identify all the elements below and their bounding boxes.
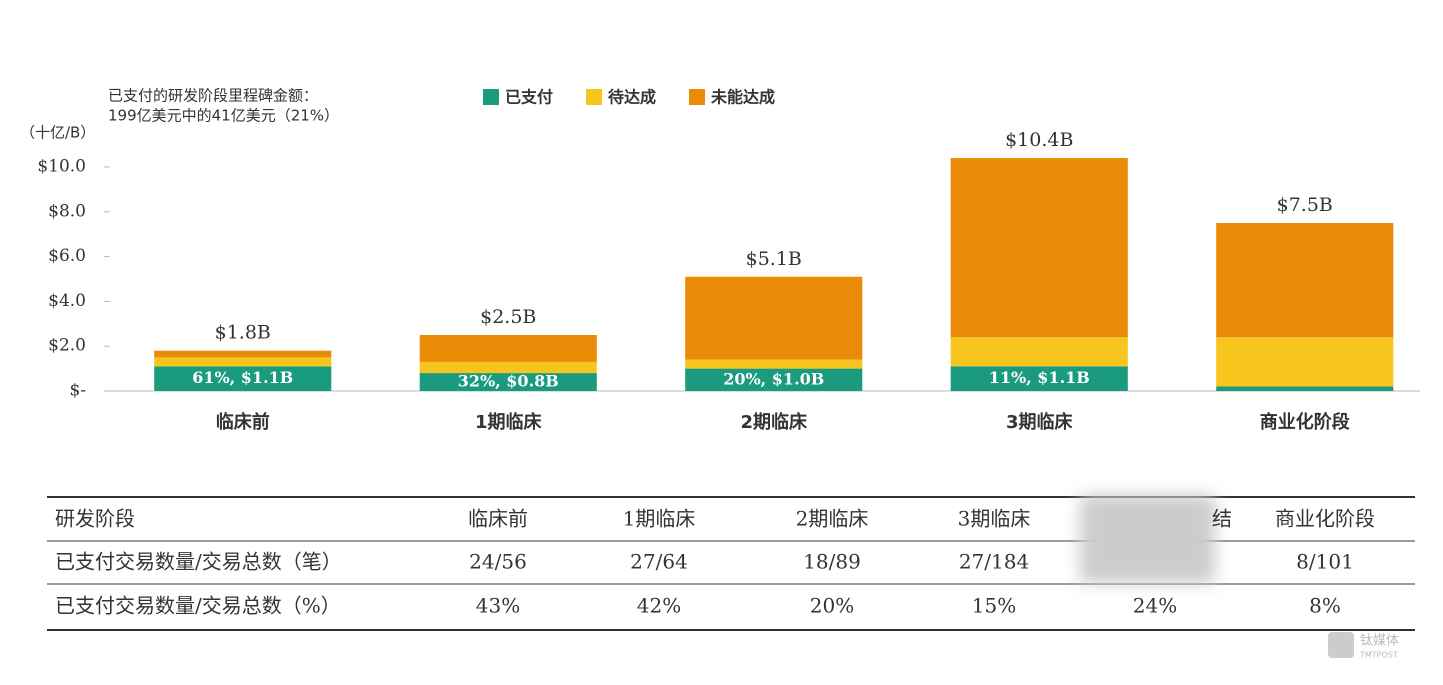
table-cell: 27/184 [959,550,1029,574]
total-label: $5.1B [746,248,802,270]
legend-label: 待达成 [608,88,656,107]
bar-segment [685,368,863,391]
table-cell: 已支付交易数量/交易总数（%） [55,594,341,618]
x-tick-label: 临床前 [216,411,270,433]
bar-segment [685,276,863,360]
watermark: 钛媒体 [1360,634,1399,649]
table-cell: 结 [1212,507,1232,531]
watermark: TMTPOST [1359,651,1398,660]
total-label: $2.5B [480,306,536,328]
table-cell: 24/56 [469,550,527,574]
bar-segment [1216,386,1394,391]
table-cell: 27/64 [630,550,688,574]
bar-segment [950,337,1128,367]
table-cell: 2期临床 [796,507,869,531]
table-cell: 已支付交易数量/交易总数（笔） [55,550,342,574]
legend-label: 已支付 [505,88,553,107]
table-cell: 研发阶段 [55,507,135,531]
bar-segment [419,373,597,391]
data-label: 20%, $1.0B [723,369,824,388]
bar-segment [419,335,597,362]
data-label: 32%, $0.8B [458,372,559,391]
subtitle: 已支付的研发阶段里程碑金额： [108,87,318,105]
total-label: $10.4B [1005,129,1073,151]
table-cell: 8/101 [1296,550,1354,574]
table-cell: 20% [810,594,854,618]
total-label: $7.5B [1277,194,1333,216]
legend-label: 未能达成 [710,88,775,107]
legend-swatch [483,89,499,105]
bar-segment [1216,337,1394,387]
y-tick-label: $10.0 [37,157,86,177]
bar-segment [950,366,1128,391]
table-cell: 8% [1309,594,1341,618]
x-tick-label: 3期临床 [1006,411,1074,433]
legend-swatch [689,89,705,105]
table-cell: 42% [637,594,681,618]
table-cell: 1期临床 [623,507,696,531]
y-axis-label: （十亿/B） [20,124,95,142]
bar-segment [685,359,863,369]
table-cell: 3期临床 [958,507,1031,531]
y-tick-label: $- [69,381,86,401]
y-tick-label: $4.0 [48,291,86,311]
bar-segment [419,361,597,374]
y-tick-label: $6.0 [48,246,86,266]
table-cell: 18/89 [803,550,861,574]
x-tick-label: 商业化阶段 [1260,411,1351,433]
table-cell: 临床前 [468,507,528,531]
table-cell: 商业化阶段 [1275,507,1375,531]
y-tick-label: $2.0 [48,336,86,356]
bar-segment [154,350,332,358]
x-tick-label: 2期临床 [740,411,808,433]
watermark-logo [1328,632,1354,658]
total-label: $1.8B [215,322,271,344]
table-cell: 24% [1133,594,1177,618]
table-cell: 15% [972,594,1016,618]
x-tick-label: 1期临床 [475,411,543,433]
bar-segment [154,366,332,391]
y-tick-label: $8.0 [48,201,86,221]
blur-mask [1080,495,1215,583]
legend-swatch [586,89,602,105]
bar-segment [1216,223,1394,338]
subtitle: 199亿美元中的41亿美元（21%） [108,107,339,125]
data-label: 61%, $1.1B [192,368,293,387]
bar-segment [154,357,332,367]
bar-segment [950,158,1128,338]
table-cell: 43% [476,594,520,618]
data-label: 11%, $1.1B [989,368,1090,387]
